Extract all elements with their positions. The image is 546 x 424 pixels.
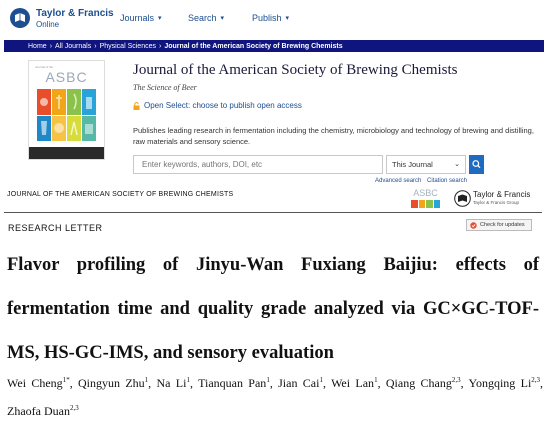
article-title: Flavor profiling of Jinyu-Wan Fuxiang Ba… [7,255,539,363]
chevron-down-icon: ▾ [285,15,290,22]
nav-search[interactable]: Search ▾ [188,13,224,23]
asbc-color-bars [411,200,440,208]
search-input[interactable] [133,155,383,174]
search-button[interactable] [469,155,484,174]
chevron-right-icon: › [49,42,53,50]
nav-search-label: Search [188,13,217,23]
journal-subtitle: The Science of Beer [133,83,197,92]
author[interactable]: Zhaofa Duan2,3 [7,404,79,418]
open-select-label: Open Select: choose to publish open acce… [144,101,302,110]
nav-journals[interactable]: Journals ▾ [120,13,162,23]
author[interactable]: Wei Cheng1* [7,376,70,390]
cover-strip [29,147,104,159]
check-for-updates-label: Check for updates [480,222,525,228]
author[interactable]: Tianquan Pan1 [198,376,270,390]
brand-sub: Online [36,20,60,29]
breadcrumb-all-journals[interactable]: All Journals [55,42,92,50]
cover-title: ASBC [45,69,88,85]
search-scope-select[interactable]: This Journal ⌄ [386,155,466,174]
open-select-link[interactable]: Open Select: choose to publish open acce… [133,101,302,110]
advanced-search-link[interactable]: Advanced search [375,178,422,184]
author[interactable]: Wei Lan1 [331,376,378,390]
site-header: Taylor & Francis Online Journals ▾ Searc… [0,0,546,38]
check-for-updates-button[interactable]: Check for updates [466,219,532,231]
brand-name[interactable]: Taylor & Francis [36,8,114,19]
author[interactable]: Na Li1 [156,376,190,390]
breadcrumb: Home › All Journals › Physical Sciences … [4,40,544,52]
tf-logo-icon[interactable] [9,7,31,29]
cover-top-text: Journal of the [35,65,54,69]
chevron-right-icon: › [158,42,162,50]
chevron-down-icon: ▾ [158,15,162,22]
author[interactable]: Qiang Chang2,3 [385,376,461,390]
breadcrumb-physical-sciences[interactable]: Physical Sciences [99,42,156,50]
search-icon [472,160,481,169]
cover-artwork-icon [37,89,96,141]
asbc-logo-text: ASBC [413,188,438,198]
author[interactable]: Yongqing Li2,3 [468,376,541,390]
breadcrumb-home[interactable]: Home [28,42,47,50]
author-list: Wei Cheng1*, Qingyun Zhu1, Na Li1, Tianq… [7,376,544,418]
author[interactable]: Qingyun Zhu1 [78,376,149,390]
chevron-down-icon: ⌄ [454,161,460,168]
nav-journals-label: Journals [120,13,155,23]
journal-cover[interactable]: Journal of the ASBC [28,60,105,160]
header-divider [4,212,542,213]
breadcrumb-current: Journal of the American Society of Brewi… [164,42,343,50]
journal-title: Journal of the American Society of Brewi… [133,62,458,78]
author[interactable]: Jian Cai1 [278,376,323,390]
tf-publisher-sub: Taylor & Francis Group [473,200,520,205]
pdf-journal-header: JOURNAL OF THE AMERICAN SOCIETY OF BREWI… [7,191,234,198]
tf-publisher-name: Taylor & Francis [473,190,531,199]
chevron-right-icon: › [94,42,97,50]
nav-publish[interactable]: Publish ▾ [252,13,289,23]
chevron-down-icon: ▾ [220,15,225,22]
lock-icon [133,101,140,110]
article-section-label: RESEARCH LETTER [8,223,103,233]
nav-publish-label: Publish [252,13,282,23]
search-scope-label: This Journal [392,160,433,169]
asbc-logo: ASBC [408,188,443,209]
tf-book-icon [454,190,471,207]
citation-search-link[interactable]: Citation search [427,178,468,184]
journal-description: Publishes leading research in fermentati… [133,126,534,146]
update-badge-icon [470,221,477,229]
